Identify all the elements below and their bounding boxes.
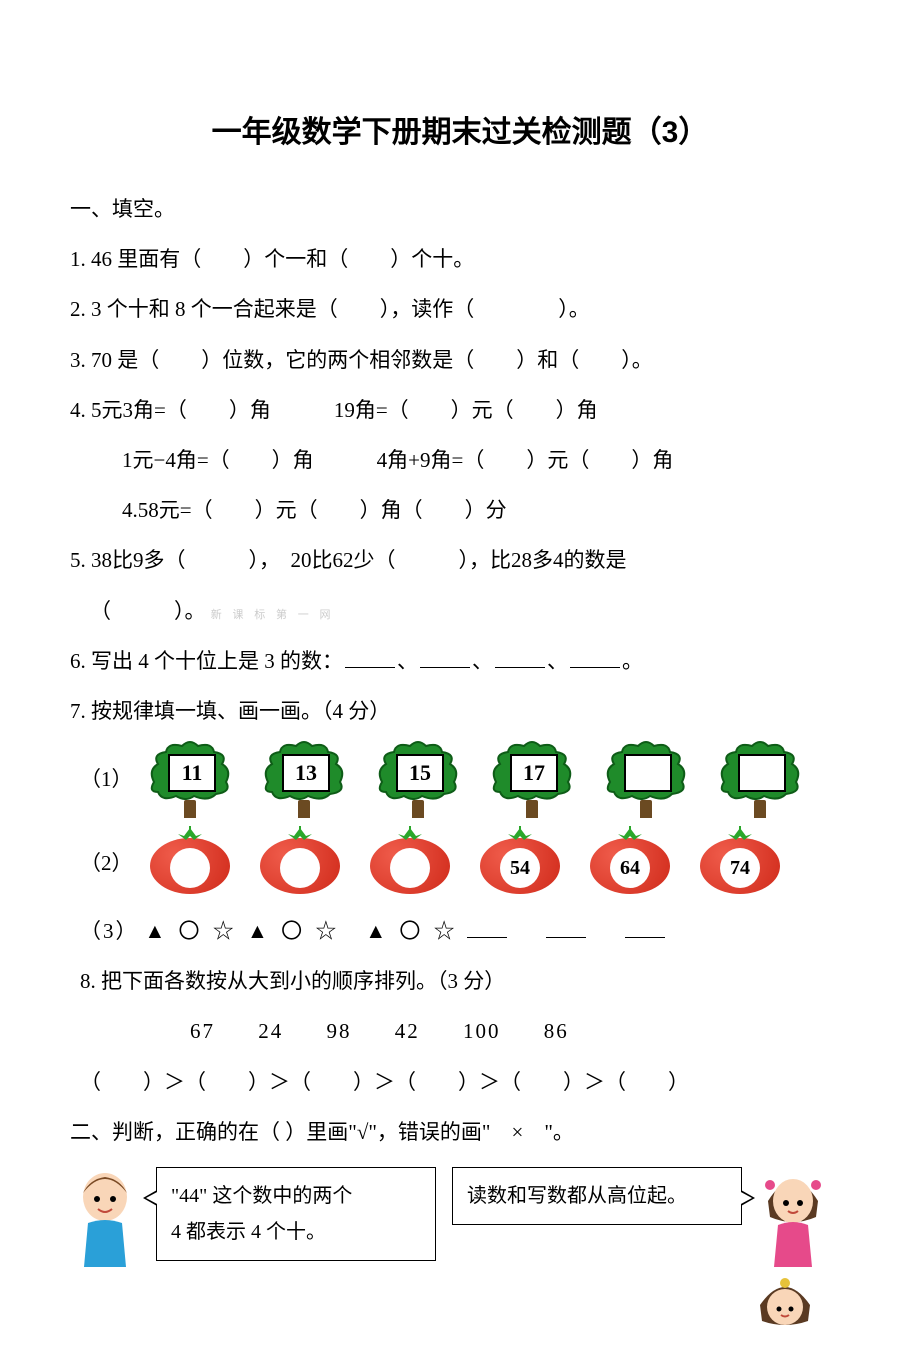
- q2: 2. 3 个十和 8 个一合起来是（ ），读作（ ）。: [70, 286, 850, 332]
- blank: [546, 914, 586, 938]
- q8-compare: （ ）＞（ ）＞（ ）＞（ ）＞（ ）＞（ ）: [70, 1059, 850, 1105]
- tomato-value: 54: [500, 848, 540, 888]
- tree-value: [738, 754, 786, 792]
- q7: 7. 按规律填一填、画一画。（4 分）: [70, 688, 850, 734]
- tree-icon: 11: [148, 740, 232, 818]
- tree-value: [624, 754, 672, 792]
- tomato-value: [390, 848, 430, 888]
- tomato-icon: 54: [478, 828, 562, 898]
- num: 98: [327, 1019, 352, 1043]
- tomato-icon: 64: [588, 828, 672, 898]
- q8-numbers: 67 24 98 42 100 86: [70, 1008, 850, 1054]
- speech-bubble-2: 读数和写数都从高位起。: [452, 1167, 742, 1225]
- q6: 6. 写出 4 个十位上是 3 的数：、、、。: [70, 638, 850, 684]
- q6-prefix: 6. 写出 4 个十位上是 3 的数：: [70, 649, 343, 673]
- girl2-avatar-icon: [750, 1275, 820, 1325]
- tomato-icon: [148, 828, 232, 898]
- pattern3-row: （3） ▲ 〇 ☆ ▲ 〇 ☆ ▲ 〇 ☆: [70, 908, 850, 954]
- blank: [570, 644, 620, 668]
- num: 24: [258, 1019, 283, 1043]
- tomato-value: [170, 848, 210, 888]
- q4-row-a: 4. 5元3角=（ ）角 19角=（ ）元（ ）角: [70, 387, 850, 433]
- tree-icon: 15: [376, 740, 460, 818]
- q4-row-c: 4.58元=（ ）元（ ）角（ ）分: [70, 487, 850, 533]
- blank: [467, 914, 507, 938]
- blank: [625, 914, 665, 938]
- q4-row-b: 1元−4角=（ ）角 4角+9角=（ ）元（ ）角: [70, 437, 850, 483]
- tree-icon: [604, 740, 688, 818]
- tomato-value: 74: [720, 848, 760, 888]
- section2-heading: 二、判断，正确的在（ ）里画"√"，错误的画" × "。: [70, 1109, 850, 1155]
- girl2-row: [70, 1275, 850, 1325]
- tree-value: 11: [168, 754, 216, 792]
- num: 67: [190, 1019, 215, 1043]
- q1: 1. 46 里面有（ ）个一和（ ）个十。: [70, 236, 850, 282]
- q5-row-a: 5. 38比9多（ ）， 20比62少（ ），比28多4的数是: [70, 537, 850, 583]
- speech-bubble-1: "44" 这个数中的两个 4 都表示 4 个十。: [156, 1167, 436, 1261]
- pattern2-label: （2）: [80, 840, 120, 886]
- q5-blank-text: （ ）。: [90, 599, 206, 623]
- q8: 8. 把下面各数按从大到小的顺序排列。（3 分）: [70, 958, 850, 1004]
- page: 一年级数学下册期末过关检测题（3） 一、填空。 1. 46 里面有（ ）个一和（…: [0, 0, 920, 1365]
- num: 42: [395, 1019, 420, 1043]
- tree-value: 17: [510, 754, 558, 792]
- blank: [420, 644, 470, 668]
- girl-avatar-icon: [758, 1167, 828, 1267]
- section1-heading: 一、填空。: [70, 186, 850, 232]
- boy-avatar-icon: [70, 1167, 140, 1267]
- tomato-icon: [258, 828, 342, 898]
- tomato-icon: 74: [698, 828, 782, 898]
- tree-icon: 13: [262, 740, 346, 818]
- tree-value: 13: [282, 754, 330, 792]
- pattern3-seq: ▲ 〇 ☆ ▲ 〇 ☆ ▲ 〇 ☆: [145, 908, 459, 954]
- tomato-icon: [368, 828, 452, 898]
- num: 86: [544, 1019, 569, 1043]
- q6-suffix: 。: [622, 649, 643, 673]
- tomato-value: [280, 848, 320, 888]
- blank: [345, 644, 395, 668]
- pattern1-label: （1）: [80, 756, 120, 802]
- page-title: 一年级数学下册期末过关检测题（3）: [70, 100, 850, 166]
- tomato-value: 64: [610, 848, 650, 888]
- blank: [495, 644, 545, 668]
- bubble1-line2: 4 都表示 4 个十。: [171, 1214, 421, 1250]
- q5-row-b: （ ）。 新 课 标 第 一 网: [70, 588, 850, 634]
- pattern2-row: （2） 54: [70, 828, 850, 898]
- bubble1-line1: "44" 这个数中的两个: [171, 1178, 421, 1214]
- q3: 3. 70 是（ ）位数，它的两个相邻数是（ ）和（ ）。: [70, 337, 850, 383]
- pattern3-label: （3）: [80, 908, 139, 954]
- tree-icon: [718, 740, 802, 818]
- judge-row: "44" 这个数中的两个 4 都表示 4 个十。 读数和写数都从高位起。: [70, 1167, 850, 1267]
- tree-value: 15: [396, 754, 444, 792]
- tree-icon: 17: [490, 740, 574, 818]
- pattern1-row: （1） 11 13 15 17: [70, 740, 850, 818]
- bubble2-text: 读数和写数都从高位起。: [467, 1178, 687, 1214]
- num: 100: [463, 1019, 501, 1043]
- watermark-text: 新 课 标 第 一 网: [211, 609, 335, 621]
